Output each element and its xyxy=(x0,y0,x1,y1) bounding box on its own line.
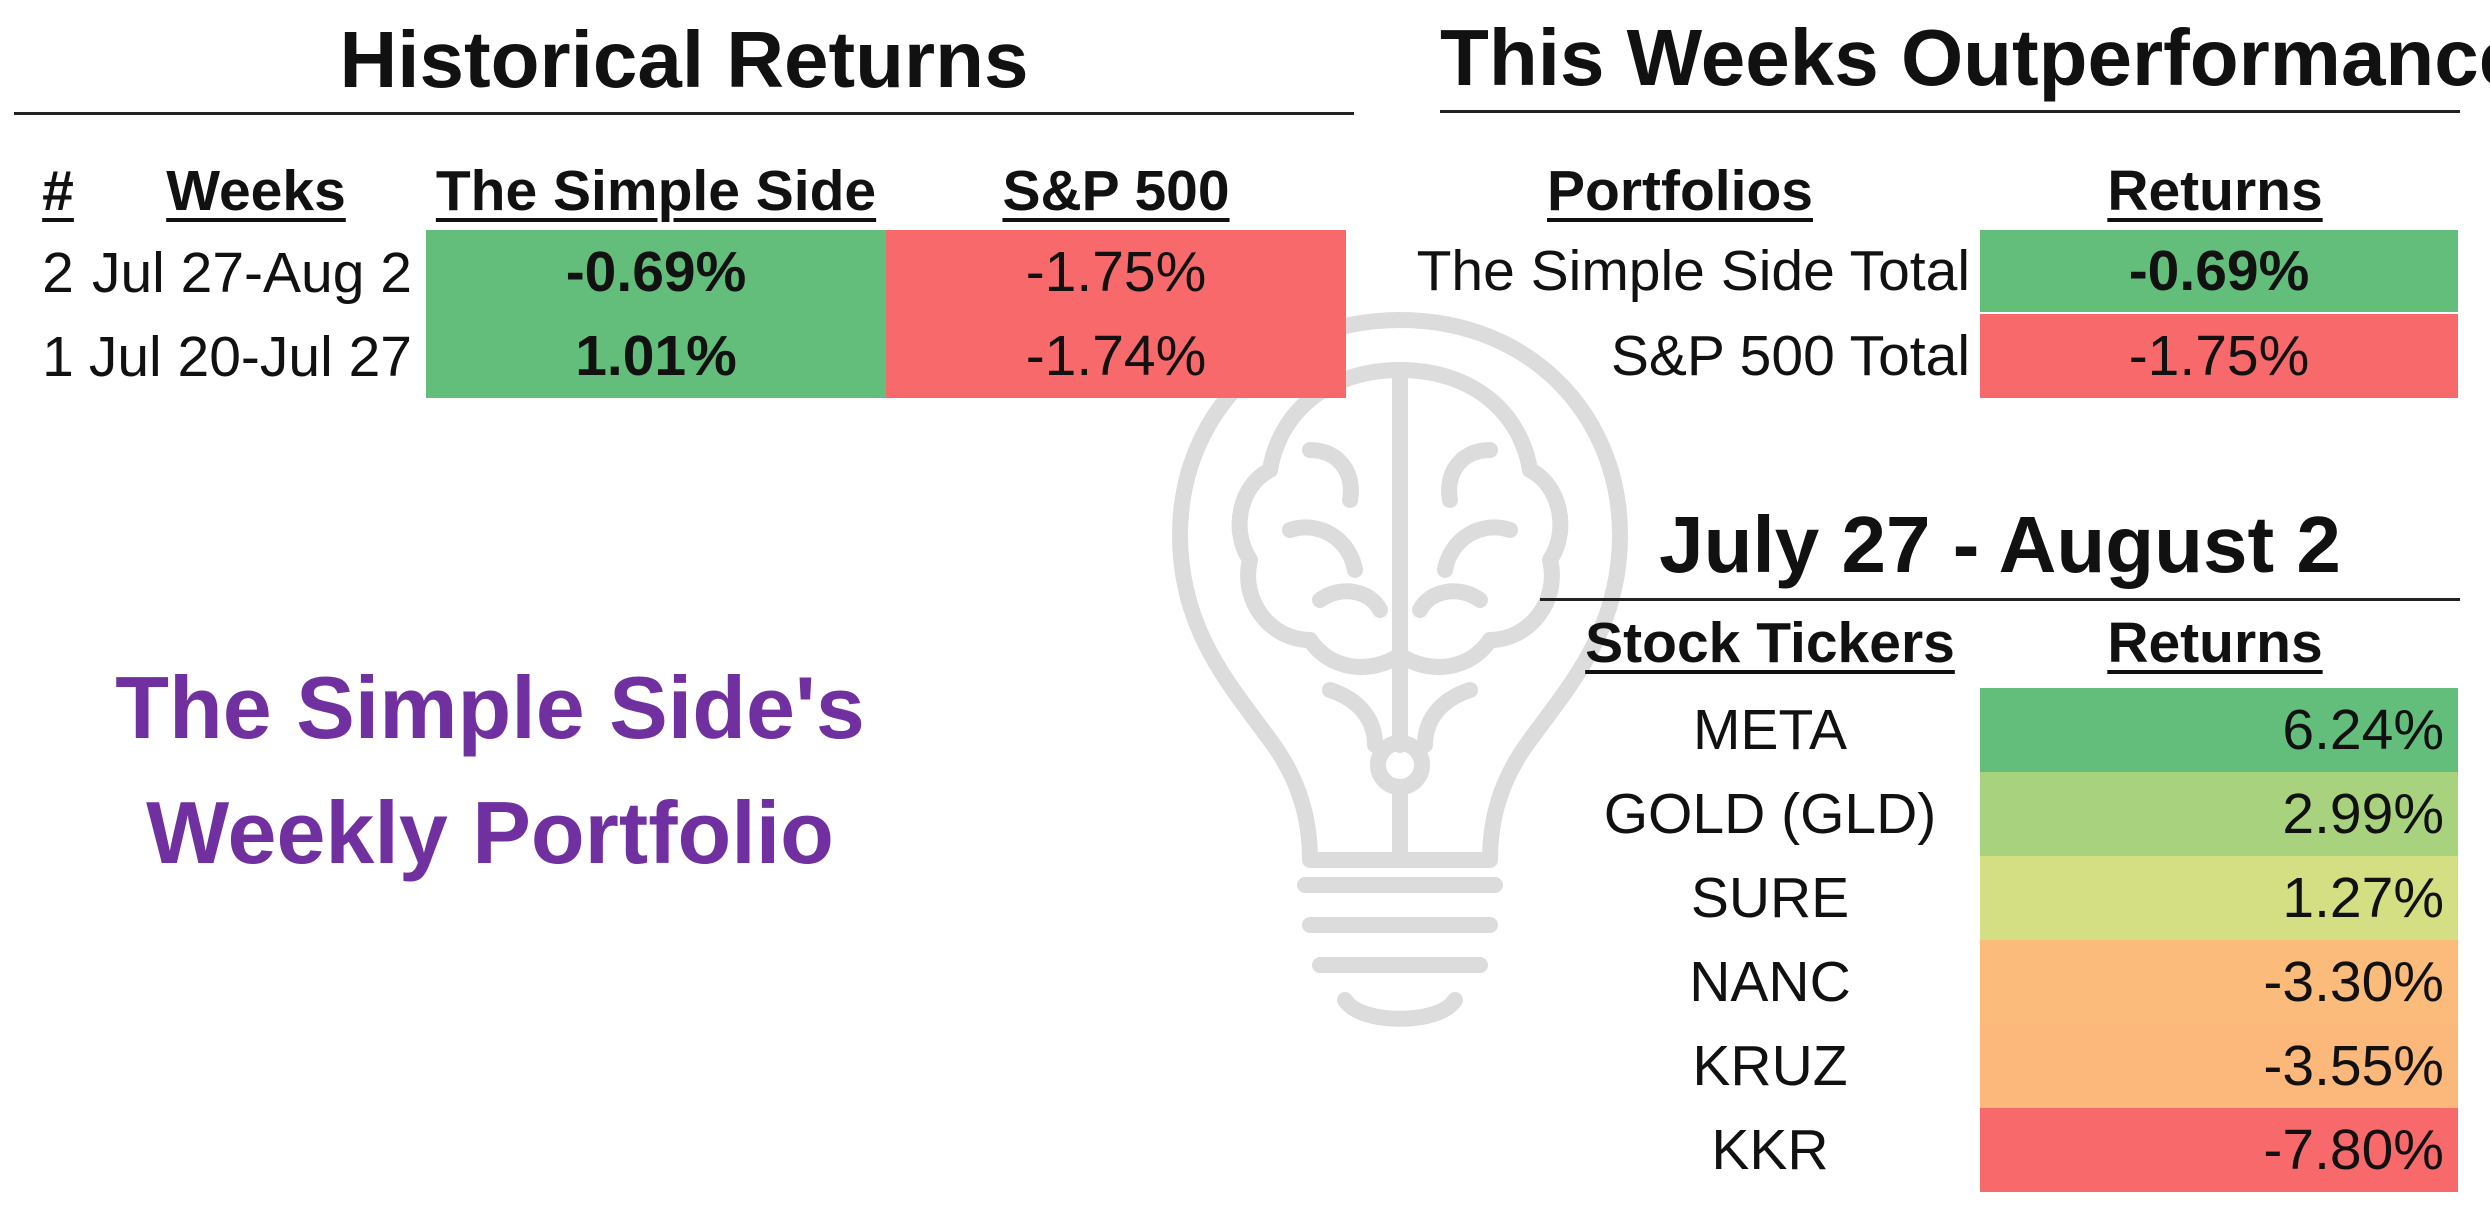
portfolio-name: S&P 500 Total xyxy=(1610,324,1970,388)
sp500-return: -1.75% xyxy=(886,230,1346,314)
historical-title: Historical Returns xyxy=(339,15,1029,104)
header-sp500: S&P 500 xyxy=(1002,159,1230,223)
ticker-return: 1.27% xyxy=(1980,856,2458,940)
portfolio-return: -0.69% xyxy=(1980,230,2458,312)
brand-line-1: The Simple Side's xyxy=(115,658,865,757)
ticker-name: GOLD (GLD) xyxy=(1603,782,1937,846)
row-weeks: Jul 27-Aug 2 xyxy=(91,241,412,305)
historical-title-rule xyxy=(14,112,1354,115)
portfolio-name: The Simple Side Total xyxy=(1416,239,1970,303)
ticker-name: KKR xyxy=(1711,1118,1829,1182)
ticker-return: -3.55% xyxy=(1980,1024,2458,1108)
header-ticker-returns: Returns xyxy=(2107,611,2323,675)
ticker-name: META xyxy=(1692,698,1848,762)
header-portfolios: Portfolios xyxy=(1547,159,1813,223)
weekly-title-rule xyxy=(1540,598,2460,601)
ticker-name: NANC xyxy=(1689,950,1851,1014)
ticker-return: -3.30% xyxy=(1980,940,2458,1024)
row-weeks: Jul 20-Jul 27 xyxy=(88,325,412,389)
simple-side-return: 1.01% xyxy=(426,314,886,398)
brand-line-2: Weekly Portfolio xyxy=(146,783,834,882)
ticker-return: 2.99% xyxy=(1980,772,2458,856)
ticker-return: -7.80% xyxy=(1980,1108,2458,1192)
outperformance-title: This Weeks Outperformance xyxy=(1440,13,2490,102)
simple-side-return: -0.69% xyxy=(426,230,886,314)
header-num: # xyxy=(42,159,74,223)
outperformance-title-rule xyxy=(1440,110,2460,113)
header-returns: Returns xyxy=(2107,159,2323,223)
header-simple-side: The Simple Side xyxy=(435,159,877,223)
lightbulb-brain-icon xyxy=(1172,312,1628,1027)
ticker-return: 6.24% xyxy=(1980,688,2458,772)
ticker-name: KRUZ xyxy=(1692,1034,1848,1098)
ticker-name: SURE xyxy=(1690,866,1850,930)
header-weeks: Weeks xyxy=(166,159,346,223)
weekly-title: July 27 - August 2 xyxy=(1659,500,2341,589)
header-stock-tickers: Stock Tickers xyxy=(1585,611,1955,675)
row-number: 2 xyxy=(42,241,74,305)
row-number: 1 xyxy=(42,325,74,389)
sp500-return: -1.74% xyxy=(886,314,1346,398)
portfolio-return: -1.75% xyxy=(1980,314,2458,398)
